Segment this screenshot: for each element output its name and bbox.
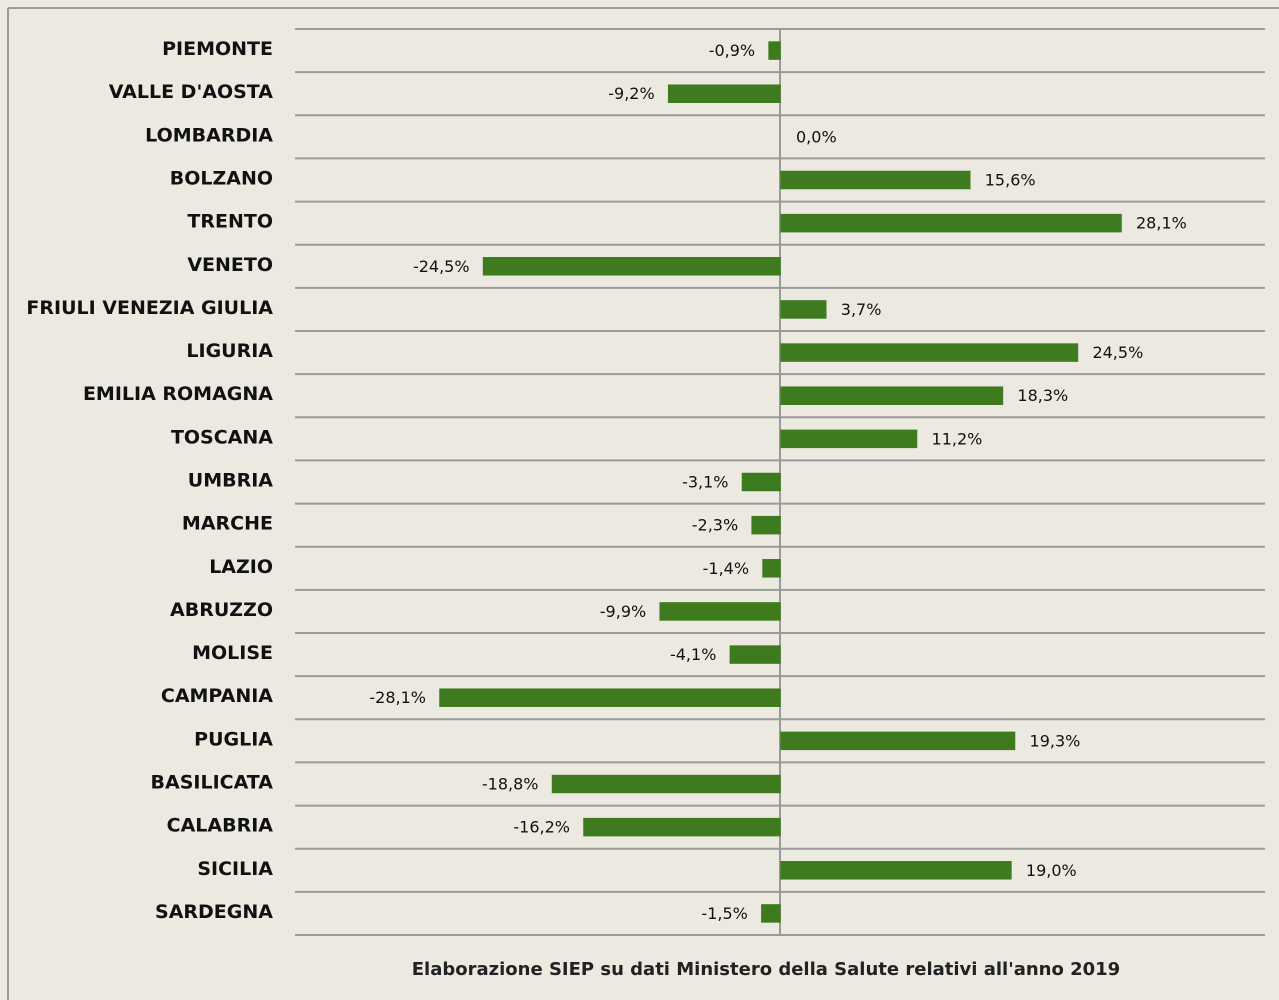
value-label: -2,3% <box>692 516 738 535</box>
bar <box>482 257 781 276</box>
bar <box>659 602 781 621</box>
value-label: 3,7% <box>841 300 882 319</box>
bar <box>780 386 1004 405</box>
bar <box>780 300 827 319</box>
value-label: 19,3% <box>1030 731 1081 750</box>
bar <box>780 731 1016 751</box>
category-label: ABRUZZO <box>170 599 273 621</box>
bar <box>583 817 781 837</box>
category-label: PUGLIA <box>194 728 273 750</box>
value-label: 24,5% <box>1092 343 1143 362</box>
category-label: CALABRIA <box>167 815 274 837</box>
bar <box>780 170 971 190</box>
bar <box>780 429 918 449</box>
bar <box>729 645 781 664</box>
bar <box>768 41 781 60</box>
bar <box>741 472 781 492</box>
category-label: UMBRIA <box>188 470 274 492</box>
bar <box>667 84 781 103</box>
category-label: CAMPANIA <box>161 685 273 707</box>
value-label: 28,1% <box>1136 214 1187 233</box>
value-label: 0,0% <box>796 127 837 146</box>
value-label: -24,5% <box>413 257 470 276</box>
bar <box>780 343 1079 362</box>
value-label: -1,5% <box>701 904 747 923</box>
bar <box>780 213 1122 233</box>
category-label: BOLZANO <box>170 168 273 190</box>
bar <box>551 774 781 794</box>
value-label: 15,6% <box>985 171 1036 190</box>
category-label: VALLE D'AOSTA <box>109 81 274 103</box>
category-label: VENETO <box>187 254 273 276</box>
source-note: Elaborazione SIEP su dati Ministero dell… <box>412 959 1120 980</box>
category-label: TRENTO <box>187 211 273 233</box>
category-label: LAZIO <box>209 556 273 578</box>
bar <box>780 861 1012 880</box>
bar <box>439 688 781 707</box>
category-label: LIGURIA <box>186 340 273 362</box>
value-label: 18,3% <box>1017 386 1068 405</box>
category-label: FRIULI VENEZIA GIULIA <box>26 297 273 319</box>
category-label: PIEMONTE <box>162 38 273 60</box>
category-label: EMILIA ROMAGNA <box>83 383 273 405</box>
category-label: LOMBARDIA <box>145 124 273 146</box>
category-label: SICILIA <box>197 858 273 880</box>
category-label: SARDEGNA <box>155 901 273 923</box>
value-label: -9,2% <box>608 84 654 103</box>
category-label: MARCHE <box>182 513 273 535</box>
bar <box>762 559 781 578</box>
value-label: -9,9% <box>600 602 646 621</box>
value-label: -0,9% <box>709 41 755 60</box>
category-label: TOSCANA <box>171 426 273 448</box>
value-label: -4,1% <box>670 645 716 664</box>
bar <box>751 515 781 535</box>
category-label: MOLISE <box>192 642 273 664</box>
value-label: 11,2% <box>932 429 983 448</box>
bar <box>761 904 781 923</box>
category-label: BASILICATA <box>151 772 274 794</box>
value-label: -18,8% <box>482 775 539 794</box>
value-label: -16,2% <box>513 818 570 837</box>
value-label: -3,1% <box>682 473 728 492</box>
value-label: -28,1% <box>369 688 426 707</box>
value-label: -1,4% <box>703 559 749 578</box>
value-label: 19,0% <box>1026 861 1077 880</box>
